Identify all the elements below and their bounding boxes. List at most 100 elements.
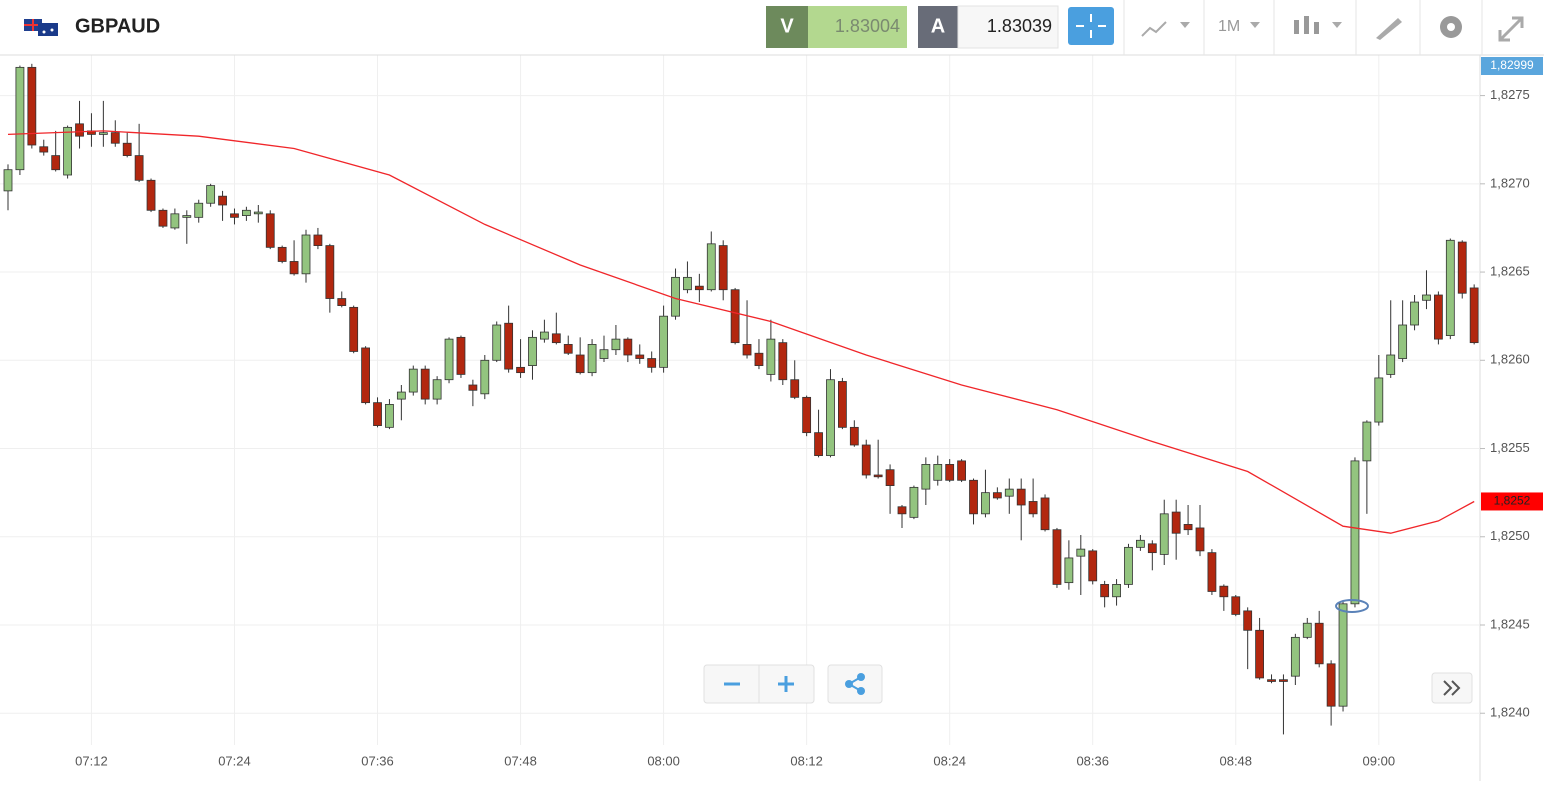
candle: [1326, 660, 1336, 726]
candle: [635, 344, 645, 364]
candle: [182, 210, 192, 244]
plot: [3, 63, 1479, 735]
candle: [814, 409, 823, 458]
candle-body: [790, 379, 800, 398]
candle-body: [1326, 663, 1336, 707]
candle: [1386, 300, 1396, 378]
candle: [957, 459, 966, 483]
candle-body: [540, 331, 549, 340]
candle-body: [1469, 287, 1479, 344]
candle: [694, 273, 704, 303]
candles-button[interactable]: [1294, 16, 1342, 34]
candle: [1231, 595, 1241, 617]
candle: [790, 360, 800, 400]
timeframe-button[interactable]: 1M: [1218, 18, 1260, 35]
candle-body: [1362, 421, 1372, 462]
crosshair-button[interactable]: [1068, 7, 1114, 45]
candle-body: [277, 246, 287, 262]
candle-body: [1422, 294, 1431, 301]
candle: [1457, 240, 1467, 299]
candle-body: [1171, 511, 1181, 534]
scroll-end-button[interactable]: [1431, 672, 1473, 704]
grid: 1,8240 1,8245 1,8250 1,8255 1,8260 1,8265 1,82…: [0, 55, 1543, 781]
sell-label: V: [780, 15, 794, 37]
candle-body: [659, 315, 668, 368]
candle: [599, 335, 609, 363]
share-button[interactable]: [827, 664, 883, 704]
candle-body: [27, 66, 37, 146]
candle-body: [1290, 636, 1300, 677]
buy-label: A: [931, 15, 945, 37]
candle-body: [1434, 294, 1443, 340]
moving-average: [7, 130, 1475, 534]
zoom-controls: [703, 664, 815, 704]
candle-body: [706, 243, 716, 291]
candle: [468, 379, 478, 407]
candle: [1219, 584, 1229, 611]
candle-body: [1159, 513, 1169, 555]
candle: [289, 240, 299, 276]
candle: [1374, 355, 1384, 426]
buy-button[interactable]: A 1.83039: [918, 5, 1059, 49]
candle: [683, 261, 692, 294]
x-tick-label: 07:36: [361, 753, 394, 768]
candle-body: [337, 298, 347, 306]
candle: [778, 339, 788, 385]
candle-body: [575, 354, 585, 374]
buy-price-bg: [957, 5, 1059, 49]
candle-body: [51, 155, 61, 171]
candle-body: [730, 289, 740, 344]
sell-button[interactable]: V 1.83004: [766, 6, 907, 48]
candle: [516, 339, 525, 378]
candle-body: [206, 185, 216, 204]
symbol: GBPAUD: [75, 15, 160, 37]
candle: [1267, 674, 1276, 684]
candle-body: [75, 123, 84, 137]
candle-body: [1267, 679, 1276, 682]
candle: [718, 240, 728, 301]
candle: [730, 287, 740, 345]
price-tag-label: 1,82999: [1490, 58, 1534, 72]
candle: [170, 208, 180, 230]
sell-price: 1.83004: [835, 16, 900, 36]
y-tick-label: 1,8255: [1490, 440, 1530, 455]
candle-body: [170, 213, 180, 229]
flag: [24, 19, 58, 36]
fullscreen-button[interactable]: [1498, 16, 1524, 42]
candle: [1255, 617, 1264, 680]
candle-body: [301, 234, 311, 275]
candle-body: [694, 285, 704, 291]
y-tick-label: 1,8275: [1490, 87, 1530, 102]
candle-body: [933, 464, 943, 481]
candle-body: [1207, 552, 1217, 592]
candle-body: [122, 142, 132, 156]
candle: [51, 130, 61, 172]
candle-body: [1314, 622, 1324, 665]
candle: [802, 395, 812, 437]
candle-body: [444, 338, 454, 381]
sell-price-bg: [808, 6, 907, 48]
candle: [1183, 505, 1193, 535]
candle-body: [146, 179, 156, 211]
x-tick-label: 08:12: [790, 753, 823, 768]
chart-type-button[interactable]: [1141, 21, 1190, 37]
candle: [15, 65, 25, 175]
candle-body: [1136, 539, 1145, 548]
candle-body: [1183, 524, 1193, 531]
candle: [504, 305, 514, 373]
candle-body: [492, 324, 502, 361]
candle-body: [981, 492, 990, 515]
y-tick-label: 1,8270: [1490, 175, 1530, 190]
candle: [563, 335, 573, 355]
candle: [1338, 600, 1348, 712]
candle: [1171, 499, 1181, 560]
candle: [1088, 549, 1098, 585]
candle-body: [611, 338, 621, 351]
candle: [540, 319, 549, 343]
zoom-in[interactable]: [778, 676, 794, 692]
settings-button[interactable]: [1440, 16, 1462, 38]
candle: [492, 321, 502, 363]
candle: [742, 300, 752, 359]
draw-button[interactable]: [1376, 18, 1402, 40]
candle-body: [623, 338, 633, 356]
